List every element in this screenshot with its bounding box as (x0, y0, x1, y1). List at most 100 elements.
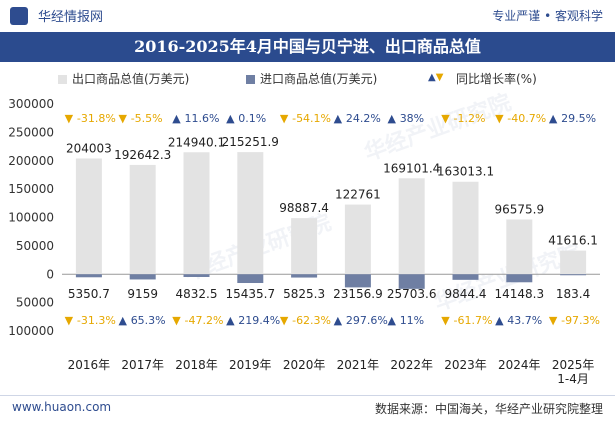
y-tick-label: 50000 (16, 296, 54, 310)
import-bar (344, 274, 371, 288)
import-growth-label: -97.3% (561, 314, 600, 327)
legend-growth-label: 同比增长率(%) (456, 72, 537, 86)
export-value-label: 169101.4 (383, 161, 440, 175)
top-bar: 华经情报网 专业严谨 • 客观科学 (0, 0, 615, 30)
growth-down-icon: ▼ (172, 314, 181, 327)
export-value-label: 122761 (335, 188, 381, 202)
y-tick-label: 100000 (8, 324, 54, 338)
import-value-label: 9159 (127, 287, 158, 301)
import-value-label: 25703.6 (387, 287, 437, 301)
x-tick-label: 2016年 (68, 358, 111, 372)
import-growth-label: -31.3% (77, 314, 116, 327)
footer-source: 数据来源：中国海关，华经产业研究院整理 (374, 402, 603, 416)
export-value-label: 41616.1 (548, 234, 598, 248)
import-value-label: 183.4 (556, 287, 590, 301)
export-bar (75, 158, 102, 275)
export-value-label: 192642.3 (114, 148, 171, 162)
chart-title: 2016-2025年4月中国与贝宁进、出口商品总值 (134, 37, 481, 56)
growth-up-icon: ▲ (549, 112, 558, 125)
growth-up-icon: ▲ (172, 112, 181, 125)
legend-import-label: 进口商品总值(万美元) (260, 72, 378, 86)
brand-name[interactable]: 华经情报网 (38, 10, 104, 25)
import-growth-label: -62.3% (292, 314, 331, 327)
import-value-label: 9844.4 (445, 287, 487, 301)
export-bar (129, 164, 156, 275)
import-bar (291, 274, 318, 278)
growth-up-icon: ▲ (334, 314, 343, 327)
export-bar (344, 204, 371, 275)
x-tick-label: 2025年 (552, 358, 595, 372)
export-growth-label: 11.6% (185, 112, 220, 125)
y-tick-label: 50000 (16, 239, 54, 253)
import-growth-label: 65.3% (131, 314, 166, 327)
y-tick-label: 200000 (8, 154, 54, 168)
legend-export-swatch (58, 75, 67, 84)
x-tick-label: 1-4月 (557, 372, 589, 386)
import-growth-label: -47.2% (185, 314, 224, 327)
export-value-label: 215251.9 (222, 135, 279, 149)
x-tick-label: 2023年 (444, 358, 487, 372)
y-tick-label: 250000 (8, 125, 54, 139)
import-value-label: 5350.7 (68, 287, 110, 301)
import-growth-label: 11% (400, 314, 424, 327)
import-bar (129, 274, 156, 280)
x-tick-label: 2020年 (283, 358, 326, 372)
import-bar (452, 274, 479, 280)
x-tick-label: 2022年 (390, 358, 433, 372)
title-bar (0, 32, 615, 62)
growth-up-icon: ▲ (387, 112, 396, 125)
export-growth-label: -31.8% (77, 112, 116, 125)
export-bar (506, 219, 533, 275)
y-tick-label: 100000 (8, 211, 54, 225)
export-bar (560, 250, 587, 275)
x-tick-label: 2024年 (498, 358, 541, 372)
growth-up-icon: ▲ (387, 314, 396, 327)
x-tick-label: 2018年 (175, 358, 218, 372)
legend-import-swatch (246, 75, 255, 84)
import-growth-label: 43.7% (507, 314, 542, 327)
legend-growth-icon: ▲▼ (428, 72, 444, 83)
legend-export-label: 出口商品总值(万美元) (72, 72, 190, 86)
x-tick-label: 2021年 (337, 358, 380, 372)
growth-up-icon: ▲ (226, 314, 235, 327)
import-growth-label: 219.4% (238, 314, 280, 327)
growth-down-icon: ▼ (118, 112, 127, 125)
y-tick-label: 300000 (8, 97, 54, 111)
export-value-label: 204003 (66, 141, 112, 155)
y-tick-label: 150000 (8, 182, 54, 196)
import-bar (237, 274, 264, 284)
export-growth-label: 29.5% (561, 112, 596, 125)
import-bar (75, 274, 102, 278)
tagline: 专业严谨 • 客观科学 (492, 9, 603, 23)
growth-down-icon: ▼ (549, 314, 558, 327)
import-bar (398, 274, 425, 289)
export-bar (237, 152, 264, 275)
export-bar (452, 181, 479, 275)
export-growth-label: 24.2% (346, 112, 381, 125)
growth-down-icon: ▼ (441, 112, 450, 125)
import-growth-label: -61.7% (454, 314, 493, 327)
export-bar (291, 218, 318, 275)
export-bar (398, 178, 425, 275)
footer-website[interactable]: www.huaon.com (12, 400, 112, 414)
import-growth-label: 297.6% (346, 314, 388, 327)
export-growth-label: 38% (400, 112, 424, 125)
export-value-label: 96575.9 (494, 202, 544, 216)
growth-down-icon: ▼ (495, 112, 504, 125)
growth-down-icon: ▼ (280, 112, 289, 125)
growth-down-icon: ▼ (65, 314, 74, 327)
growth-up-icon: ▲ (118, 314, 127, 327)
growth-down-icon: ▼ (65, 112, 74, 125)
export-growth-label: -54.1% (292, 112, 331, 125)
import-bar (506, 274, 533, 283)
import-value-label: 4832.5 (176, 287, 218, 301)
growth-up-icon: ▲ (495, 314, 504, 327)
import-value-label: 23156.9 (333, 287, 383, 301)
import-bar (560, 274, 587, 276)
growth-down-icon: ▼ (441, 314, 450, 327)
growth-up-icon: ▲ (226, 112, 235, 125)
export-value-label: 98887.4 (279, 201, 329, 215)
import-value-label: 14148.3 (494, 287, 544, 301)
y-tick-label: 0 (46, 267, 54, 281)
export-growth-label: -40.7% (507, 112, 546, 125)
